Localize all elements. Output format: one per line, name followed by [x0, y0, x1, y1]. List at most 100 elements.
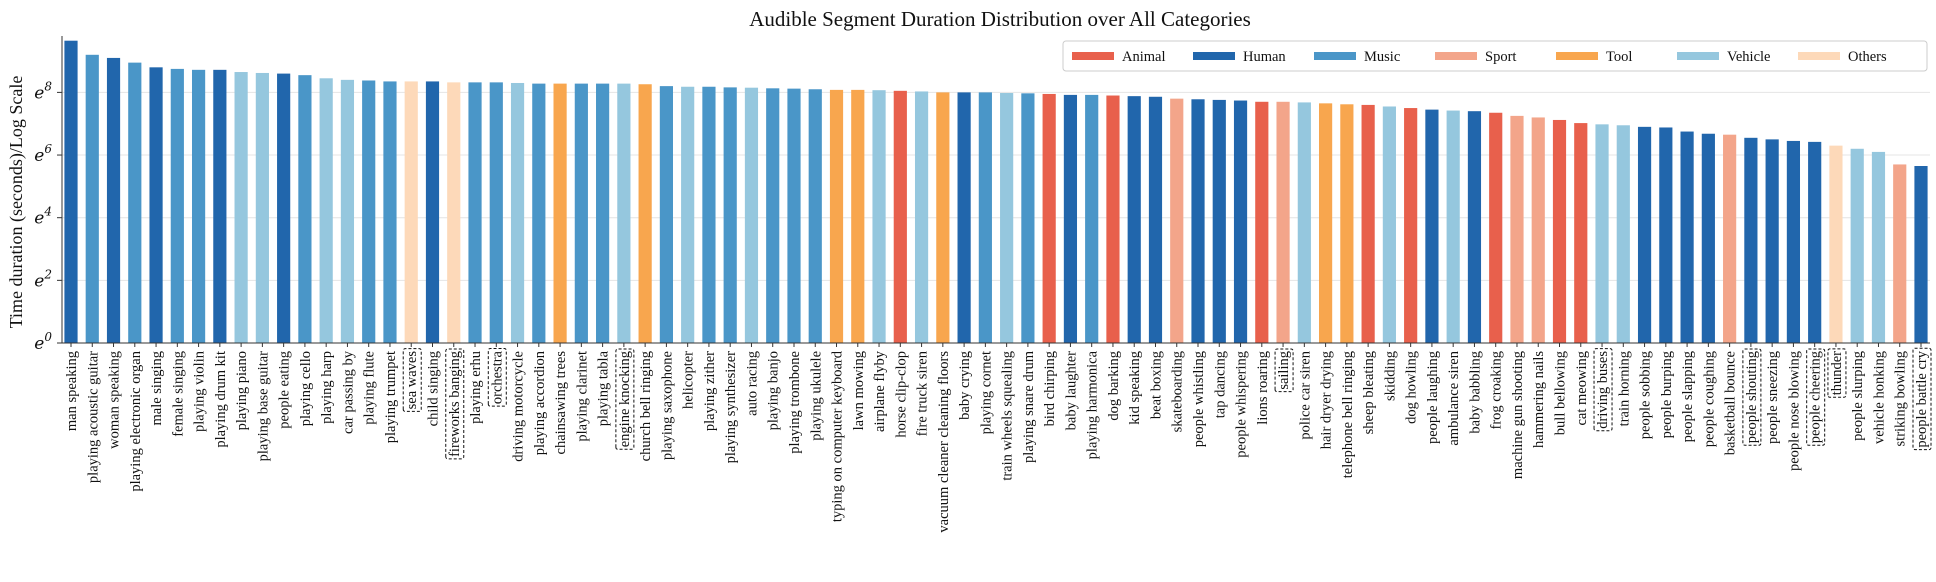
x-tick-label: playing clarinet: [574, 351, 590, 442]
bar: [1701, 133, 1715, 343]
x-tick-label: tap dancing: [1212, 351, 1228, 418]
y-axis: e0 e2 e4 e6 e8: [34, 36, 63, 354]
x-tick-label: vehicle honking: [1871, 351, 1887, 444]
bar: [1723, 134, 1737, 343]
x-tick-label: playing banjo: [766, 351, 782, 430]
legend-swatch: [1435, 52, 1477, 60]
x-tick-label: people nose blowing: [1786, 351, 1802, 471]
bar: [1170, 98, 1184, 343]
x-tick-label: playing accordion: [532, 350, 548, 455]
bar: [106, 57, 121, 344]
bar: [425, 81, 440, 344]
bar: [64, 40, 78, 344]
x-tick-label: playing cello: [298, 351, 314, 426]
bar: [362, 80, 376, 343]
bar: [1595, 124, 1609, 343]
x-tick-label: kid speaking: [1127, 351, 1143, 425]
bar: [255, 72, 269, 344]
x-tick-label: chainsawing trees: [553, 351, 569, 455]
x-tick-label: fireworks banging: [447, 351, 463, 457]
y-tick-label: e0: [34, 330, 52, 354]
x-tick-label: airplane flyby: [872, 350, 888, 432]
bar: [1680, 131, 1694, 343]
x-tick-label: police car siren: [1297, 350, 1313, 439]
bar: [234, 72, 248, 343]
bar: [1467, 111, 1482, 343]
bar: [957, 92, 971, 343]
legend-frame: [1062, 40, 1928, 72]
x-tick-label-highlight: [487, 347, 507, 407]
x-tick-label: sheep bleating: [1361, 351, 1377, 434]
x-tick-label: playing ukulele: [808, 351, 824, 441]
x-tick-label: female singing: [170, 351, 186, 437]
x-tick-label: engine knocking: [617, 351, 633, 447]
bar: [510, 82, 525, 343]
legend-swatch: [1677, 52, 1719, 60]
x-tick-label: dog howling: [1404, 351, 1420, 424]
bar: [1255, 101, 1269, 344]
x-tick-label: playing violin: [192, 350, 208, 432]
x-tick-label: helicopter: [681, 351, 697, 409]
legend-swatch: [1072, 52, 1114, 60]
bar: [298, 75, 312, 343]
bar: [638, 84, 652, 343]
x-tick-label: thunder: [1829, 351, 1845, 395]
y-tick-label: e4: [34, 205, 52, 229]
bar: [1297, 102, 1311, 343]
x-tick-label: people cheering: [1808, 351, 1824, 443]
x-tick-label: woman speaking: [107, 351, 123, 449]
x-tick-label: hair dryer drying: [1319, 351, 1335, 449]
bar: [787, 88, 801, 343]
bar: [914, 91, 929, 343]
bar: [1552, 119, 1567, 343]
x-tick-label: telephone bell ringing: [1340, 351, 1356, 478]
x-tick-label: baby crying: [957, 351, 973, 420]
bar: [128, 62, 142, 343]
bar: [1510, 115, 1524, 343]
x-tick-label: fire truck siren: [915, 350, 931, 436]
bar: [1914, 166, 1928, 343]
bar: [1425, 109, 1439, 344]
bar: [553, 83, 567, 343]
x-tick-label: baby laughter: [1063, 351, 1079, 430]
x-tick-label: playing saxophone: [659, 351, 675, 460]
legend: Animal Human Music Sport Tool Vehicle Others: [1062, 40, 1928, 72]
bar: [829, 89, 844, 344]
legend-swatch: [1193, 52, 1235, 60]
bar: [681, 86, 695, 344]
x-tick-label: people eating: [277, 351, 293, 429]
bar: [617, 83, 631, 343]
x-tick-label: baby babbling: [1467, 351, 1483, 434]
legend-label: Human: [1243, 49, 1286, 65]
x-tick-label: child singing: [425, 351, 441, 426]
bar: [1744, 137, 1758, 343]
bar: [170, 68, 184, 344]
bar: [1276, 101, 1290, 344]
legend-label: Others: [1848, 49, 1887, 65]
x-tick-label: people slapping: [1680, 351, 1696, 442]
x-tick-label: train wheels squealing: [1000, 351, 1016, 481]
x-tick-label: playing tabla: [596, 350, 612, 426]
bar: [1233, 100, 1248, 343]
legend-label: Vehicle: [1727, 49, 1770, 65]
x-tick-label: frog croaking: [1489, 351, 1505, 430]
bar: [1148, 96, 1163, 343]
x-tick-label: people sneezing: [1765, 351, 1781, 444]
bar: [1574, 123, 1588, 343]
bar: [1404, 108, 1418, 343]
x-tick-label: striking bowling: [1893, 351, 1909, 446]
x-tick-label: playing cornet: [978, 351, 994, 434]
x-tick-label: people whistling: [1191, 351, 1207, 447]
y-tick-label: e8: [34, 79, 52, 103]
x-tick-label: male singing: [149, 351, 165, 426]
bar: [1361, 104, 1375, 343]
bar: [489, 82, 503, 343]
bar: [766, 88, 780, 343]
bar: [1446, 110, 1460, 343]
x-tick-label: playing base guitar: [255, 351, 271, 462]
bar: [702, 86, 716, 344]
x-tick-label: people shouting: [1744, 351, 1760, 443]
x-tick-label: people slurping: [1850, 351, 1866, 441]
x-tick-label: playing acoustic guitar: [85, 351, 101, 483]
x-tick-label-highlight: [1593, 348, 1613, 432]
